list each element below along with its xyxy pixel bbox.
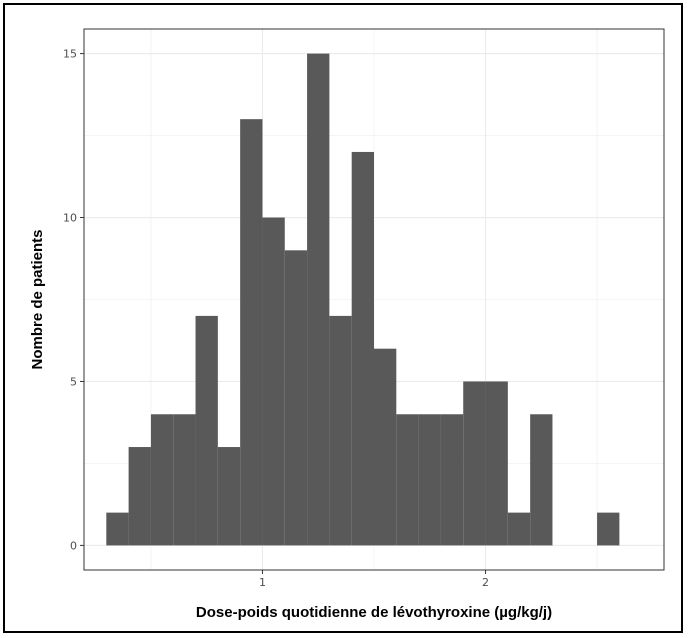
y-tick-label: 15 xyxy=(63,48,77,61)
histogram-bar xyxy=(240,119,263,546)
y-axis-title: Nombre de patients xyxy=(29,229,46,369)
histogram-bar xyxy=(195,315,218,546)
x-axis-title: Dose-poids quotidienne de lévothyroxine … xyxy=(196,604,552,621)
bars xyxy=(106,53,620,546)
histogram-bar xyxy=(307,53,330,546)
panel-border xyxy=(83,28,665,571)
y-tick-label: 10 xyxy=(63,212,77,225)
histogram-bar xyxy=(463,381,486,546)
histogram-bar xyxy=(507,512,531,546)
histogram-bar xyxy=(150,414,174,546)
histogram-bar xyxy=(128,447,151,546)
histogram-bar xyxy=(217,447,241,546)
histogram-bar xyxy=(530,414,553,546)
histogram-bar xyxy=(374,348,397,546)
x-tick-label: 1 xyxy=(259,576,266,589)
histogram-bar xyxy=(173,414,196,546)
histogram-bar xyxy=(351,151,374,546)
histogram-bar xyxy=(262,217,285,546)
histogram-bar xyxy=(418,414,441,546)
histogram-bar xyxy=(440,414,464,546)
histogram-bar xyxy=(106,512,129,546)
histogram-bar xyxy=(329,315,352,546)
y-tick-label: 5 xyxy=(70,375,77,388)
y-ticks: 0 5 10 15 xyxy=(63,48,84,552)
histogram-bar xyxy=(284,250,308,546)
y-tick-label: 0 xyxy=(70,539,77,552)
histogram-bar xyxy=(396,414,419,546)
histogram-bar xyxy=(597,512,620,546)
x-tick-label: 2 xyxy=(482,576,489,589)
histogram-bar xyxy=(485,381,508,546)
